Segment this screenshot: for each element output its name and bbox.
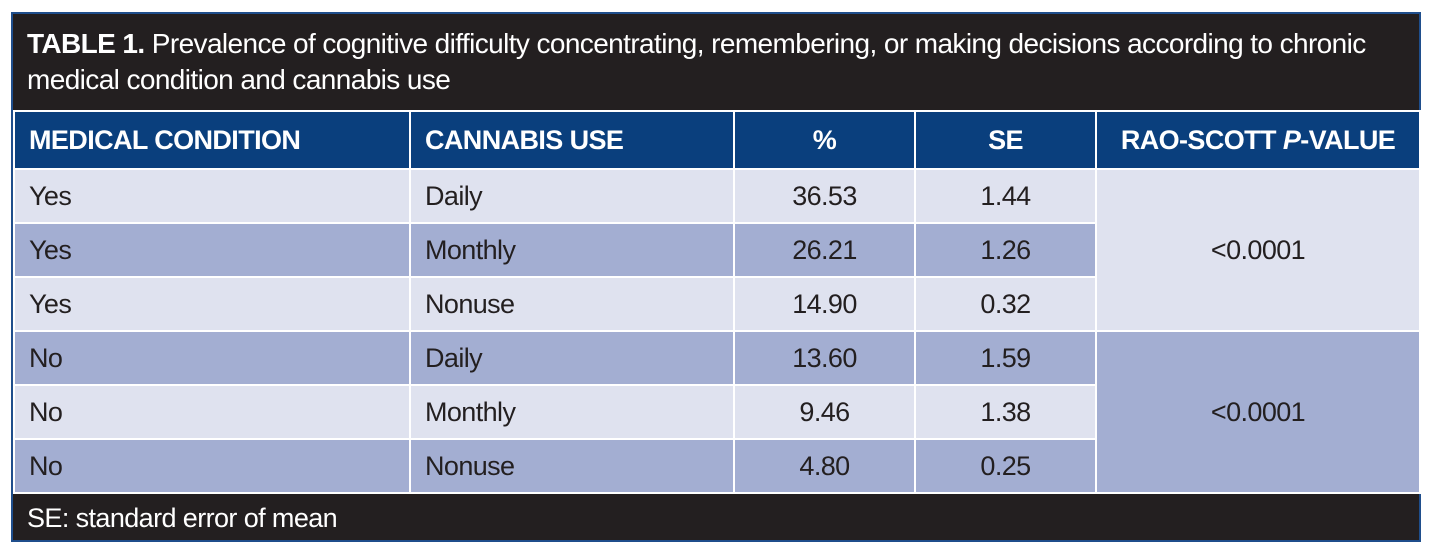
cell-se: 1.44 bbox=[914, 168, 1097, 224]
cell-use: Nonuse bbox=[409, 276, 735, 332]
cell-percent: 26.21 bbox=[733, 222, 916, 278]
header-se: SE bbox=[914, 110, 1097, 170]
cell-se: 1.26 bbox=[914, 222, 1097, 278]
header-row: MEDICAL CONDITION CANNABIS USE % SE RAO-… bbox=[13, 110, 1421, 170]
cell-percent: 4.80 bbox=[733, 438, 916, 494]
cell-condition: Yes bbox=[13, 168, 411, 224]
table-row: No Nonuse 4.80 0.25 bbox=[13, 438, 1420, 494]
cell-use: Monthly bbox=[409, 222, 735, 278]
cell-percent: 36.53 bbox=[733, 168, 916, 224]
header-p-value-prefix: RAO-SCOTT bbox=[1120, 124, 1283, 155]
cell-condition: Yes bbox=[13, 276, 411, 332]
cell-condition: No bbox=[13, 384, 411, 440]
table-row: Yes Monthly 26.21 1.26 bbox=[13, 222, 1420, 278]
cell-condition: No bbox=[13, 330, 411, 386]
header-percent: % bbox=[733, 110, 916, 170]
table-row: No Monthly 9.46 1.38 bbox=[13, 384, 1420, 440]
header-cannabis-use: CANNABIS USE bbox=[409, 110, 735, 170]
cell-percent: 14.90 bbox=[733, 276, 916, 332]
cell-percent: 9.46 bbox=[733, 384, 916, 440]
header-p-value-italic: P bbox=[1282, 124, 1301, 155]
data-table: MEDICAL CONDITION CANNABIS USE % SE RAO-… bbox=[13, 110, 1421, 494]
table-row: Yes Nonuse 14.90 0.32 bbox=[13, 276, 1420, 332]
cell-se: 1.59 bbox=[914, 330, 1097, 386]
cell-p-value-no: <0.0001 bbox=[1095, 330, 1421, 494]
cell-se: 0.32 bbox=[914, 276, 1097, 332]
cell-use: Daily bbox=[409, 168, 735, 224]
cell-condition: No bbox=[13, 438, 411, 494]
cell-se: 1.38 bbox=[914, 384, 1097, 440]
cell-use: Monthly bbox=[409, 384, 735, 440]
cell-percent: 13.60 bbox=[733, 330, 916, 386]
header-p-value-suffix: -VALUE bbox=[1300, 124, 1396, 155]
cell-condition: Yes bbox=[13, 222, 411, 278]
table-footnote: SE: standard error of mean bbox=[13, 496, 1419, 540]
cell-use: Nonuse bbox=[409, 438, 735, 494]
table-figure: TABLE 1. Prevalence of cognitive difficu… bbox=[11, 12, 1421, 542]
table-caption-text: Prevalence of cognitive difficulty conce… bbox=[27, 28, 1366, 95]
header-p-value: RAO-SCOTT P-VALUE bbox=[1095, 110, 1421, 170]
cell-se: 0.25 bbox=[914, 438, 1097, 494]
header-medical-condition: MEDICAL CONDITION bbox=[13, 110, 411, 170]
table-caption-label: TABLE 1. bbox=[27, 28, 145, 59]
cell-use: Daily bbox=[409, 330, 735, 386]
table-caption: TABLE 1. Prevalence of cognitive difficu… bbox=[13, 14, 1419, 110]
table-row: Yes Daily 36.53 1.44 <0.0001 bbox=[13, 168, 1421, 332]
cell-p-value-yes: <0.0001 bbox=[1095, 168, 1421, 332]
table-row: No Daily 13.60 1.59 <0.0001 bbox=[13, 330, 1421, 494]
